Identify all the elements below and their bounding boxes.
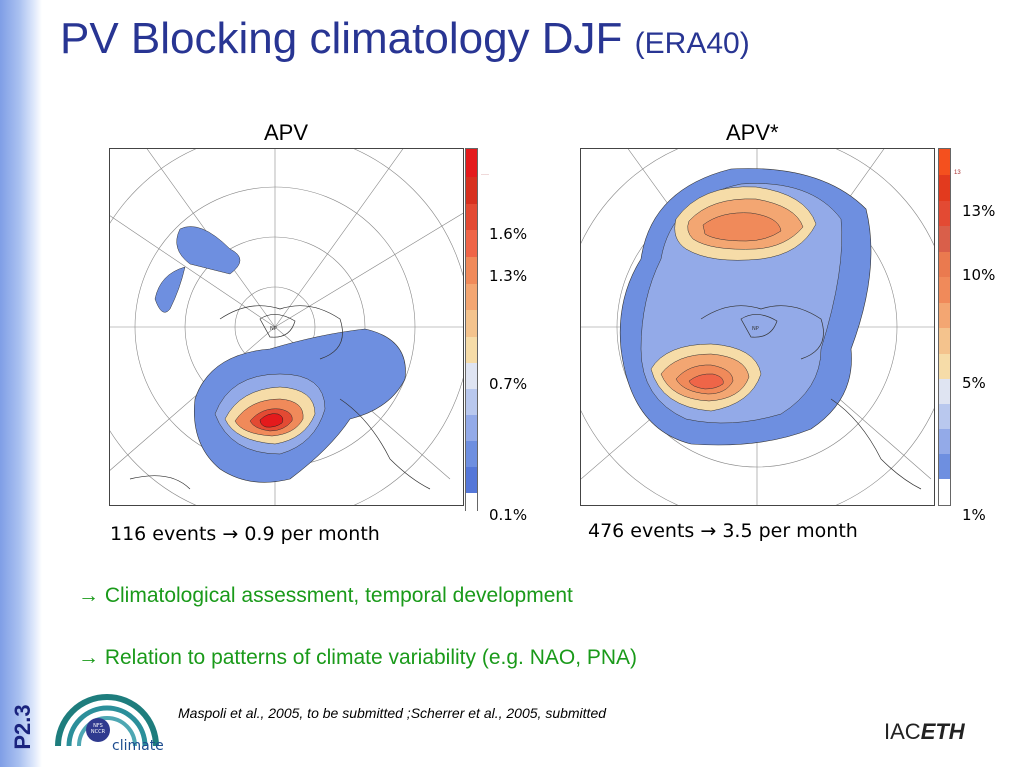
colorbar-apv-star-label: 1% <box>962 506 986 524</box>
eth-text: ETH <box>920 719 965 744</box>
iac-text: IAC <box>884 719 921 744</box>
slide-title: PV Blocking climatology DJF (ERA40) <box>60 14 750 64</box>
panel-title-apv: APV <box>264 120 309 145</box>
map-apv-star: NP <box>580 148 935 506</box>
slide-title-suffix: (ERA40) <box>634 27 750 60</box>
colorbar-apv-star-label: 10% <box>962 266 996 284</box>
colorbar-apv-label: 1.6% <box>489 225 528 243</box>
svg-text:NP: NP <box>270 326 277 332</box>
colorbar-apv-star <box>938 148 951 506</box>
side-gradient-bar <box>0 0 42 767</box>
panel-title-apv-star: APV* <box>726 120 779 145</box>
iac-eth-logo: IACETH <box>884 719 965 745</box>
bullet-climatological-assessment: → Climatological assessment, temporal de… <box>78 584 573 607</box>
nccr-badge-text: NFS NCCR <box>90 723 106 735</box>
bullet-climate-variability: → Relation to patterns of climate variab… <box>78 646 638 669</box>
colorbar-apv-top-note: ···· <box>481 172 489 178</box>
colorbar-apv-star-label: 5% <box>962 374 986 392</box>
colorbar-apv-label: 1.3% <box>489 267 528 285</box>
svg-text:NP: NP <box>752 326 759 332</box>
map-apv-graphic: NP <box>110 149 463 505</box>
colorbar-apv-star-label: 13% <box>962 202 996 220</box>
slide-number-label: P2.3 <box>10 704 35 750</box>
colorbar-apv <box>465 148 478 520</box>
map-apv-star-graphic: NP <box>581 149 934 505</box>
reference-citation: Maspoli et al., 2005, to be submitted ;S… <box>178 705 607 721</box>
colorbar-apv-label: 0.7% <box>489 375 528 393</box>
events-apv: 116 events → 0.9 per month <box>110 523 380 545</box>
colorbar-apv-star-top-note: 13 <box>954 170 961 176</box>
events-apv-star: 476 events → 3.5 per month <box>588 520 858 542</box>
colorbar-apv-label: 0.1% <box>489 506 528 524</box>
nccr-climate-word: climate <box>112 738 164 754</box>
nccr-climate-logo: NFS NCCR climate <box>52 688 164 760</box>
map-apv: NP <box>109 148 464 506</box>
slide-title-main: PV Blocking climatology DJF <box>60 14 623 63</box>
nccr-arcs-icon <box>55 694 159 747</box>
